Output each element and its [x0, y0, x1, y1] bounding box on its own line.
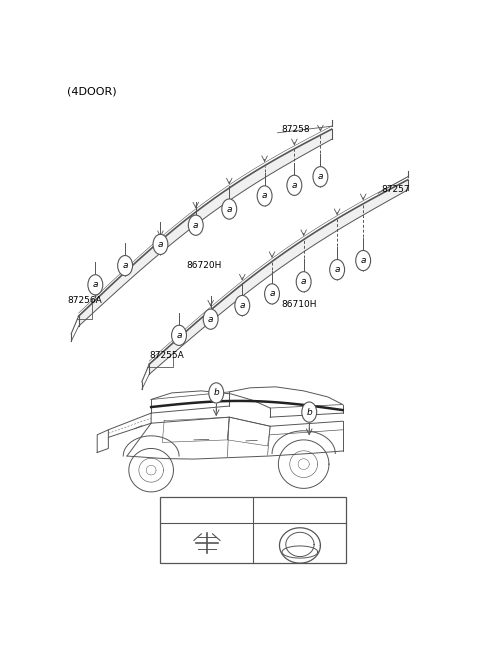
Text: a: a	[227, 205, 232, 214]
Text: a: a	[93, 280, 98, 289]
Circle shape	[175, 503, 186, 518]
Polygon shape	[149, 180, 408, 374]
Circle shape	[296, 272, 311, 292]
Circle shape	[118, 256, 132, 276]
Circle shape	[257, 186, 272, 206]
Text: a: a	[158, 240, 163, 249]
Circle shape	[235, 295, 250, 316]
Text: a: a	[193, 220, 199, 230]
Text: 87256A: 87256A	[67, 297, 102, 306]
Text: a: a	[301, 277, 306, 286]
Text: 87258: 87258	[281, 125, 310, 134]
Text: 87255A: 87255A	[149, 350, 184, 359]
Text: a: a	[269, 289, 275, 298]
Text: a: a	[179, 506, 183, 515]
Circle shape	[313, 167, 328, 187]
Text: a: a	[318, 173, 323, 181]
Circle shape	[172, 325, 186, 346]
Circle shape	[302, 402, 317, 422]
Circle shape	[188, 215, 203, 236]
Circle shape	[222, 199, 237, 219]
Circle shape	[268, 503, 279, 518]
Text: 87257: 87257	[382, 186, 410, 194]
Circle shape	[88, 275, 103, 295]
Circle shape	[356, 251, 371, 271]
Polygon shape	[79, 129, 332, 326]
Text: a: a	[176, 331, 182, 340]
Text: a: a	[122, 261, 128, 270]
Text: 81739B: 81739B	[289, 506, 324, 515]
Text: a: a	[335, 265, 340, 274]
FancyBboxPatch shape	[160, 497, 347, 563]
Circle shape	[330, 260, 345, 279]
Text: (4DOOR): (4DOOR)	[67, 87, 117, 96]
Circle shape	[287, 175, 302, 195]
Circle shape	[264, 284, 279, 304]
Text: a: a	[208, 315, 214, 323]
Text: b: b	[306, 407, 312, 417]
Circle shape	[209, 383, 224, 403]
Circle shape	[153, 234, 168, 255]
Text: 87216X: 87216X	[196, 506, 231, 515]
Text: b: b	[271, 506, 276, 515]
Text: a: a	[360, 256, 366, 265]
Text: 86720H: 86720H	[186, 261, 222, 270]
Circle shape	[203, 309, 218, 329]
Text: a: a	[292, 181, 297, 190]
Text: a: a	[262, 192, 267, 200]
Text: 86710H: 86710H	[281, 300, 317, 309]
Text: b: b	[214, 388, 219, 398]
Text: a: a	[240, 301, 245, 310]
